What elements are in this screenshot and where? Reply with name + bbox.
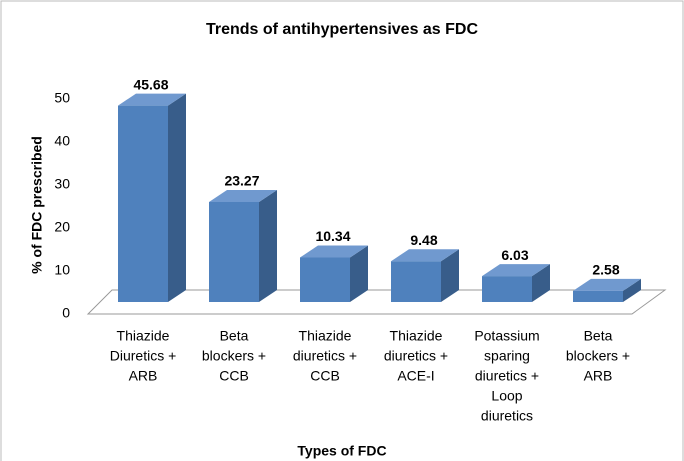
y-tick-label: 20 bbox=[54, 219, 70, 235]
bar-top bbox=[573, 278, 641, 291]
value-label: 10.34 bbox=[315, 228, 350, 244]
x-tick-label: blockers + bbox=[202, 348, 266, 364]
bar-side bbox=[259, 189, 277, 302]
x-tick-label: Potassium bbox=[474, 328, 539, 344]
bar bbox=[482, 264, 550, 302]
x-axis-label: Types of FDC bbox=[297, 443, 386, 459]
bar-front bbox=[118, 105, 168, 303]
value-label: 23.27 bbox=[224, 173, 259, 189]
y-axis-label: % of FDC prescribed bbox=[29, 136, 45, 274]
y-tick-label: 50 bbox=[54, 90, 70, 106]
bar bbox=[209, 189, 277, 302]
bar-top bbox=[118, 93, 186, 106]
bar bbox=[391, 249, 459, 302]
bar bbox=[300, 245, 368, 302]
x-tick-label: Thiazide bbox=[299, 328, 352, 344]
x-tick-label: ARB bbox=[584, 368, 613, 384]
bar-side bbox=[532, 264, 550, 302]
x-tick-label: ARB bbox=[129, 368, 158, 384]
bar-front bbox=[391, 261, 441, 302]
value-label: 2.58 bbox=[592, 262, 619, 278]
bar-front bbox=[482, 276, 532, 302]
bar-front bbox=[209, 201, 259, 302]
bar-side bbox=[168, 93, 186, 303]
y-tick-label: 30 bbox=[54, 176, 70, 192]
x-tick-label: Beta bbox=[584, 328, 613, 344]
x-tick-label: sparing bbox=[484, 348, 530, 364]
x-tick-label: ACE-I bbox=[397, 368, 434, 384]
value-label: 45.68 bbox=[133, 76, 168, 92]
x-tick-label: Beta bbox=[220, 328, 249, 344]
x-tick-label: Diuretics + bbox=[110, 348, 177, 364]
bar-side bbox=[441, 249, 459, 302]
bar bbox=[118, 93, 186, 303]
x-tick-label: diuretics + bbox=[384, 348, 448, 364]
bar-front bbox=[573, 290, 623, 302]
bar-side bbox=[350, 245, 368, 302]
bar bbox=[573, 278, 641, 302]
x-tick-label: Loop bbox=[491, 388, 522, 404]
x-tick-label: CCB bbox=[310, 368, 340, 384]
bar-top bbox=[209, 189, 277, 202]
x-tick-label: blockers + bbox=[566, 348, 630, 364]
bar-top bbox=[300, 245, 368, 258]
y-tick-label: 10 bbox=[54, 262, 70, 278]
bar-side bbox=[623, 278, 641, 302]
bar-top bbox=[391, 249, 459, 262]
bar-top bbox=[482, 264, 550, 277]
x-tick-label: Thiazide bbox=[390, 328, 443, 344]
value-label: 9.48 bbox=[410, 232, 437, 248]
x-tick-label: diuretics + bbox=[293, 348, 357, 364]
value-label: 6.03 bbox=[501, 247, 528, 263]
y-tick-label: 0 bbox=[62, 305, 70, 321]
x-tick-label: Thiazide bbox=[117, 328, 170, 344]
x-tick-label: diuretics + bbox=[475, 368, 539, 384]
x-tick-label: diuretics bbox=[481, 408, 533, 424]
y-tick-label: 40 bbox=[54, 133, 70, 149]
chart-title: Trends of antihypertensives as FDC bbox=[206, 21, 479, 38]
bar-front bbox=[300, 257, 350, 302]
x-tick-label: CCB bbox=[219, 368, 249, 384]
